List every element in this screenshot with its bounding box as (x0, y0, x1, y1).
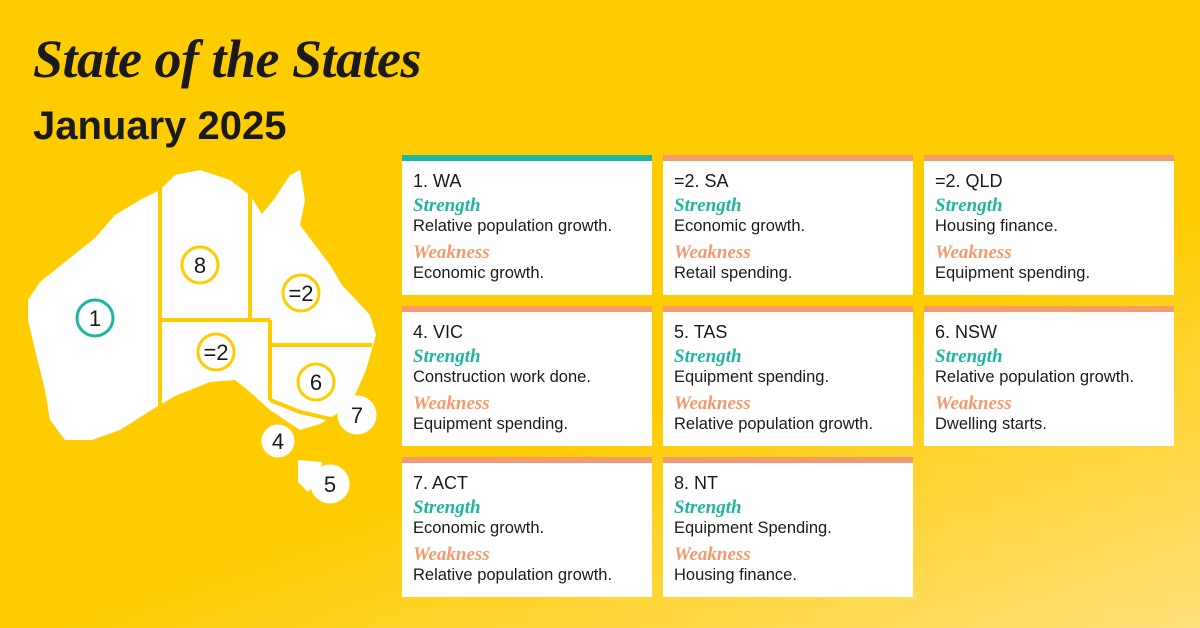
weakness-heading: Weakness (935, 242, 1012, 263)
state-card: =2. QLD Strength Housing finance. Weakness E… (924, 155, 1174, 295)
card-accent (402, 457, 652, 463)
state-borders (158, 185, 372, 422)
card-title: 1. WA (413, 171, 462, 191)
marker-label: 6 (310, 370, 322, 395)
marker-label: =2 (288, 281, 313, 306)
card-accent (663, 306, 913, 312)
map-marker: 4 (258, 421, 298, 461)
card-title: 6. NSW (935, 322, 998, 342)
strength-text: Equipment Spending. (674, 519, 832, 537)
card-accent (402, 155, 652, 161)
card-title: 5. TAS (674, 322, 728, 342)
strength-text: Economic growth. (674, 217, 806, 235)
weakness-text: Housing finance. (674, 566, 797, 584)
weakness-heading: Weakness (674, 242, 751, 263)
weakness-text: Equipment spending. (935, 264, 1091, 282)
strength-text: Economic growth. (413, 519, 545, 537)
strength-text: Relative population growth. (935, 368, 1135, 386)
marker-circle (310, 464, 350, 504)
weakness-heading: Weakness (674, 544, 751, 565)
strength-heading: Strength (413, 195, 481, 216)
strength-heading: Strength (674, 497, 742, 518)
card-accent (924, 306, 1174, 312)
card-title: 7. ACT (413, 473, 469, 493)
map-marker: =2 (281, 273, 321, 313)
strength-text: Relative population growth. (413, 217, 613, 235)
card-title: =2. QLD (935, 171, 1003, 191)
card-accent (402, 306, 652, 312)
weakness-text: Relative population growth. (674, 415, 874, 433)
map-land (28, 170, 376, 492)
card-title: 8. NT (674, 473, 719, 493)
marker-label: 7 (351, 403, 363, 428)
strength-heading: Strength (674, 346, 742, 367)
state-card: 8. NT Strength Equipment Spending. Weakness… (663, 457, 913, 597)
map-marker: 7 (337, 395, 377, 435)
map-marker: 5 (310, 464, 350, 504)
strength-heading: Strength (413, 346, 481, 367)
marker-circle (180, 245, 220, 285)
marker-circle (196, 332, 236, 372)
strength-heading: Strength (674, 195, 742, 216)
title: State of the States (33, 29, 422, 89)
map-marker: 6 (296, 362, 336, 402)
marker-label: 4 (272, 429, 284, 454)
map-marker: 8 (180, 245, 220, 285)
marker-circle (75, 298, 115, 338)
strength-heading: Strength (413, 497, 481, 518)
map-marker: 1 (75, 298, 115, 338)
marker-label: =2 (203, 340, 228, 365)
strength-heading: Strength (935, 195, 1003, 216)
marker-circle (296, 362, 336, 402)
state-card: =2. SA Strength Economic growth. Weakness Re… (663, 155, 913, 295)
marker-circle (281, 273, 321, 313)
subtitle: January 2025 (33, 104, 287, 148)
weakness-heading: Weakness (413, 544, 490, 565)
australia-map: 1 8 =2 =2 6 7 4 5 (28, 170, 377, 504)
card-accent (663, 155, 913, 161)
card-accent (663, 457, 913, 463)
border (269, 398, 336, 422)
card-title: =2. SA (674, 171, 729, 191)
marker-circle (337, 395, 377, 435)
weakness-text: Retail spending. (674, 264, 793, 282)
strength-text: Equipment spending. (674, 368, 830, 386)
mainland (28, 170, 376, 440)
weakness-text: Economic growth. (413, 264, 545, 282)
state-card: 1. WA Strength Relative population growth.… (402, 155, 652, 295)
marker-label: 5 (324, 472, 336, 497)
weakness-text: Equipment spending. (413, 415, 569, 433)
weakness-heading: Weakness (935, 393, 1012, 414)
state-card: 7. ACT Strength Economic growth. Weakness Re… (402, 457, 652, 597)
marker-label: 1 (89, 306, 101, 331)
marker-label: 8 (194, 253, 206, 278)
state-card: 6. NSW Strength Relative population growth… (924, 306, 1174, 446)
marker-circle (258, 421, 298, 461)
card-title: 4. VIC (413, 322, 464, 342)
weakness-heading: Weakness (413, 393, 490, 414)
state-card: 5. TAS Strength Equipment spending. Weaknes… (663, 306, 913, 446)
strength-heading: Strength (935, 346, 1003, 367)
strength-text: Housing finance. (935, 217, 1058, 235)
weakness-heading: Weakness (674, 393, 751, 414)
map-marker: =2 (196, 332, 236, 372)
state-card: 4. VIC Strength Construction work done. Wea… (402, 306, 652, 446)
weakness-text: Relative population growth. (413, 566, 613, 584)
card-accent (924, 155, 1174, 161)
strength-text: Construction work done. (413, 368, 591, 386)
weakness-heading: Weakness (413, 242, 490, 263)
weakness-text: Dwelling starts. (935, 415, 1047, 433)
